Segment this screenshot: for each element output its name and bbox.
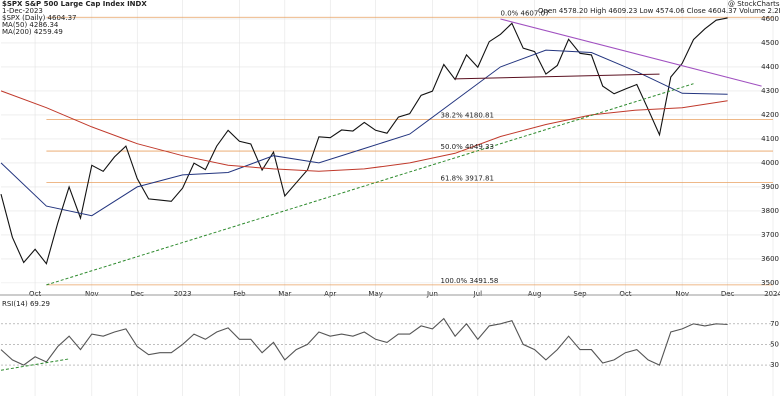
level-label: 38.2% 4180.81 <box>441 112 494 120</box>
x-tick-label: Feb <box>233 290 246 298</box>
y-tick-label: 3500 <box>761 279 779 287</box>
x-tick-label: Nov <box>85 290 99 298</box>
x-tick-label: Oct <box>29 290 41 298</box>
marks-layer <box>0 17 762 371</box>
series-line <box>0 49 728 217</box>
x-tick-label: 2024 <box>764 290 780 298</box>
trend-line <box>46 83 694 286</box>
y-tick-label: 4600 <box>761 15 779 23</box>
y-tick-label: 4300 <box>761 87 779 95</box>
x-tick-label: Jul <box>473 290 483 298</box>
trend-line <box>455 73 660 80</box>
x-tick-label: Dec <box>130 290 144 298</box>
x-tick-label: Mar <box>278 290 291 298</box>
y-tick-label: 4500 <box>761 39 779 47</box>
level-label: 0.0% 4607.07 <box>501 9 550 17</box>
trend-line <box>0 358 70 371</box>
y-tick-label: 3600 <box>761 255 779 263</box>
x-tick-label: Sep <box>573 290 587 298</box>
x-tick-label: Oct <box>619 290 631 298</box>
quote: Open 4578.20 High 4609.23 Low 4574.06 Cl… <box>538 7 780 15</box>
y-tick-label: 30 <box>770 361 779 369</box>
level-label: 50.0% 4049.33 <box>441 143 494 151</box>
y-tick-label: 4200 <box>761 111 779 119</box>
legend-entry: $SPX (Daily) 4604.37 <box>2 14 76 22</box>
y-tick-label: 50 <box>770 340 779 348</box>
source: @ StockCharts.com <box>728 0 780 8</box>
x-tick-label: Dec <box>721 290 735 298</box>
y-tick-label: 3800 <box>761 207 779 215</box>
x-tick-label: Apr <box>324 290 336 298</box>
y-tick-label: 3900 <box>761 183 779 191</box>
series-line <box>0 17 728 265</box>
legend-entry: RSI(14) 69.29 <box>2 300 50 308</box>
series-line <box>0 317 728 366</box>
trend-line <box>500 18 762 87</box>
x-tick-label: Aug <box>528 290 542 298</box>
x-tick-label: Jun <box>426 290 438 298</box>
legend-entry: MA(50) 4286.34 <box>2 21 59 29</box>
x-tick-label: 2023 <box>174 290 192 298</box>
y-tick-label: 3700 <box>761 231 779 239</box>
level-label: 61.8% 3917.81 <box>441 175 494 183</box>
level-label: 100.0% 3491.58 <box>441 277 499 285</box>
symbol-title: $SPX S&P 500 Large Cap Index INDX <box>2 0 147 8</box>
y-tick-label: 70 <box>770 320 779 328</box>
y-tick-label: 4100 <box>761 135 779 143</box>
date: 1-Dec-2023 <box>2 7 43 15</box>
y-tick-label: 4400 <box>761 63 779 71</box>
legend-entry: MA(200) 4259.49 <box>2 28 63 36</box>
series-line <box>0 90 728 172</box>
x-tick-label: May <box>368 290 382 298</box>
text-layer: 3500 3600 3700 3800 3900 4000 4100 4200 4300 4400… <box>2 9 780 369</box>
x-tick-label: Nov <box>675 290 689 298</box>
y-tick-label: 4000 <box>761 159 779 167</box>
